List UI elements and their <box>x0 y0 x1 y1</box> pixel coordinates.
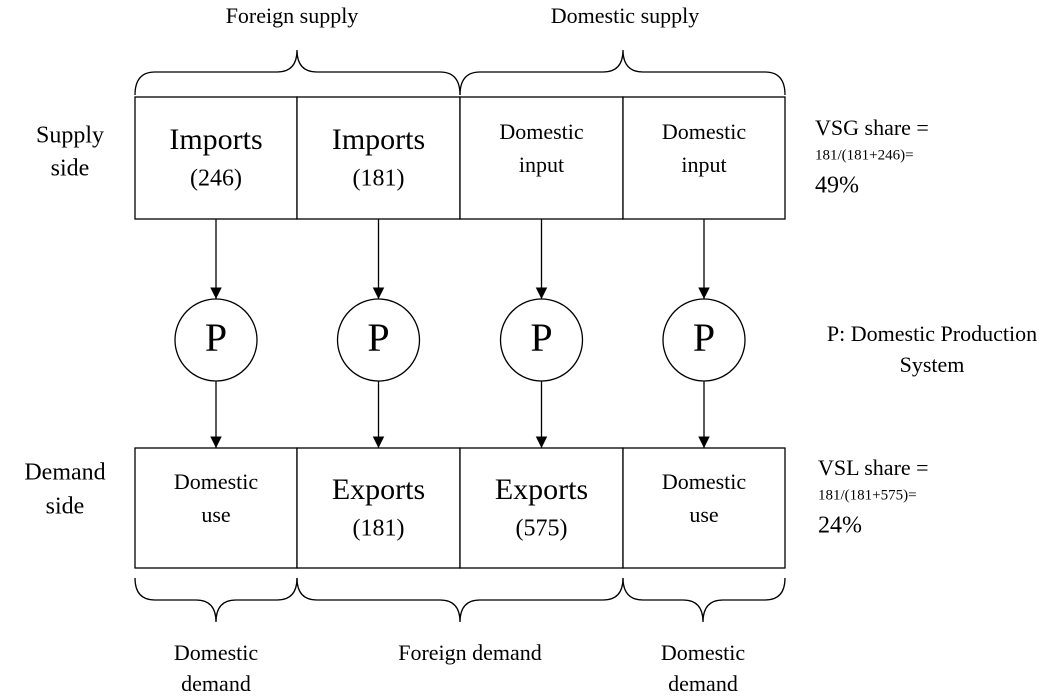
process-node <box>662 298 746 382</box>
box-label: (181) <box>353 516 405 542</box>
box-label: (181) <box>353 166 405 192</box>
box-label: Domestic <box>499 119 584 144</box>
box-label: (246) <box>190 166 242 192</box>
rows: P P P P Imports (246) Imports (181) Domestic inpu… <box>134 96 786 569</box>
side-label: Demand <box>24 460 105 486</box>
box <box>296 447 461 569</box>
process-label: P <box>693 315 715 360</box>
box-label: input <box>681 152 726 177</box>
box-label: Domestic <box>174 469 259 494</box>
note: 181/(181+246)= <box>815 147 914 163</box>
brace <box>622 577 786 623</box>
box-label: Domestic <box>662 469 747 494</box>
note: 24% <box>818 513 862 539</box>
footer-label: demand <box>181 671 251 696</box>
footer-label: Foreign demand <box>398 640 542 665</box>
process-node <box>174 298 258 382</box>
box-label: Imports <box>332 123 425 156</box>
box-label: Exports <box>332 473 425 506</box>
box-label: Imports <box>169 123 262 156</box>
process-label: P <box>205 315 227 360</box>
side-label: side <box>51 156 90 182</box>
box <box>134 96 298 220</box>
process-label: P <box>367 315 389 360</box>
box-label: Domestic <box>662 119 747 144</box>
box <box>622 447 786 569</box>
side-label: Supply <box>36 123 104 149</box>
box-label: Exports <box>495 473 588 506</box>
box-label: (575) <box>516 516 568 542</box>
box-label: input <box>519 152 564 177</box>
legend: P: Domestic Production <box>827 321 1037 346</box>
box <box>459 96 624 220</box>
brace <box>296 577 624 623</box>
brace <box>134 49 461 96</box>
brace <box>134 577 298 623</box>
box <box>622 96 786 220</box>
header-label: Domestic supply <box>551 3 700 28</box>
note: 49% <box>815 173 859 199</box>
box-label: use <box>201 502 230 527</box>
header-label: Foreign supply <box>226 3 359 28</box>
process-label: P <box>530 315 552 360</box>
process-node <box>499 298 584 382</box>
process-node <box>336 298 421 382</box>
footer-label: Domestic <box>174 640 259 665</box>
box <box>296 96 461 220</box>
legend: System <box>900 352 965 377</box>
brace <box>459 49 786 96</box>
footer-label: demand <box>668 671 738 696</box>
footer-label: Domestic <box>661 640 746 665</box>
box <box>459 447 624 569</box>
note: VSG share = <box>815 115 929 140</box>
note: VSL share = <box>818 455 929 480</box>
note: 181/(181+575)= <box>818 487 917 503</box>
side-label: side <box>46 494 85 520</box>
box <box>134 447 298 569</box>
box-label: use <box>689 502 718 527</box>
